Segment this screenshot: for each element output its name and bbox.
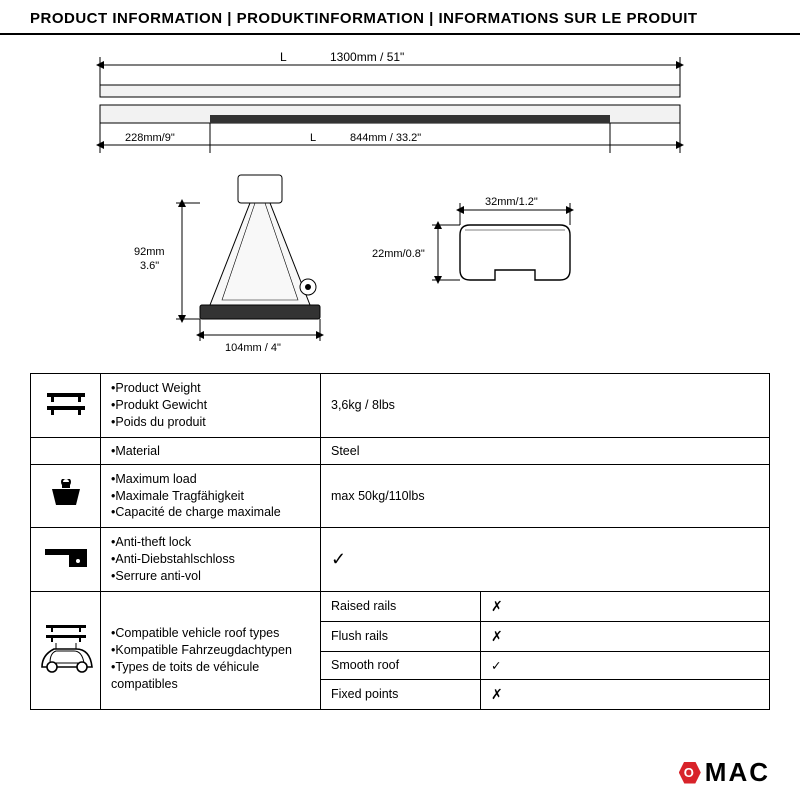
svg-text:1300mm / 51": 1300mm / 51" (330, 50, 404, 64)
spec-table: •Product Weight •Produkt Gewicht •Poids … (30, 373, 770, 710)
brand-hex-icon: O (679, 762, 701, 784)
lock-labels: •Anti-theft lock •Anti-Diebstahlschloss … (101, 528, 321, 592)
row-weight: •Product Weight •Produkt Gewicht •Poids … (31, 374, 770, 438)
lock-value: ✓ (321, 528, 770, 592)
dimension-diagram: L 1300mm / 51" 228mm/9" L 844mm / 33.2" … (30, 35, 770, 365)
roof-type-1: Flush rails (321, 621, 481, 651)
load-icon (31, 464, 101, 528)
weight-value: 3,6kg / 8lbs (321, 374, 770, 438)
load-value: max 50kg/110lbs (321, 464, 770, 528)
brand-text: MAC (705, 757, 770, 788)
svg-text:92mm: 92mm (134, 246, 165, 258)
roof-ok-2: ✓ (481, 651, 770, 679)
svg-text:104mm / 4": 104mm / 4" (225, 342, 281, 354)
weight-icon (31, 374, 101, 438)
roof-type-2: Smooth roof (321, 651, 481, 679)
svg-text:22mm/0.8": 22mm/0.8" (372, 248, 425, 260)
row-lock: •Anti-theft lock •Anti-Diebstahlschloss … (31, 528, 770, 592)
weight-labels: •Product Weight •Produkt Gewicht •Poids … (101, 374, 321, 438)
svg-text:844mm / 33.2": 844mm / 33.2" (350, 132, 421, 144)
material-label: •Material (101, 437, 321, 464)
material-value: Steel (321, 437, 770, 464)
crossbar-top: L 1300mm / 51" 228mm/9" L 844mm / 33.2" (100, 50, 680, 153)
row-roof-0: •Compatible vehicle roof types •Kompatib… (31, 591, 770, 621)
roof-labels: •Compatible vehicle roof types •Kompatib… (101, 591, 321, 709)
roof-ok-0: ✗ (481, 591, 770, 621)
svg-text:L: L (310, 132, 316, 144)
svg-text:L: L (280, 50, 287, 64)
roof-type-0: Raised rails (321, 591, 481, 621)
row-load: •Maximum load •Maximale Tragfähigkeit •C… (31, 464, 770, 528)
svg-text:228mm/9": 228mm/9" (125, 132, 175, 144)
lock-icon (31, 528, 101, 592)
profile-diagram: 32mm/1.2" 22mm/0.8" (372, 196, 570, 280)
roof-type-3: Fixed points (321, 679, 481, 709)
roof-ok-3: ✗ (481, 679, 770, 709)
svg-text:32mm/1.2": 32mm/1.2" (485, 196, 538, 208)
roof-ok-1: ✗ (481, 621, 770, 651)
row-material: •Material Steel (31, 437, 770, 464)
brand-logo: O MAC (679, 757, 770, 788)
vehicle-icon (31, 591, 101, 709)
page-title: PRODUCT INFORMATION | PRODUKTINFORMATION… (0, 0, 800, 35)
svg-text:3.6": 3.6" (140, 260, 159, 272)
foot-diagram: 92mm 3.6" 104mm / 4" (134, 175, 320, 354)
load-labels: •Maximum load •Maximale Tragfähigkeit •C… (101, 464, 321, 528)
